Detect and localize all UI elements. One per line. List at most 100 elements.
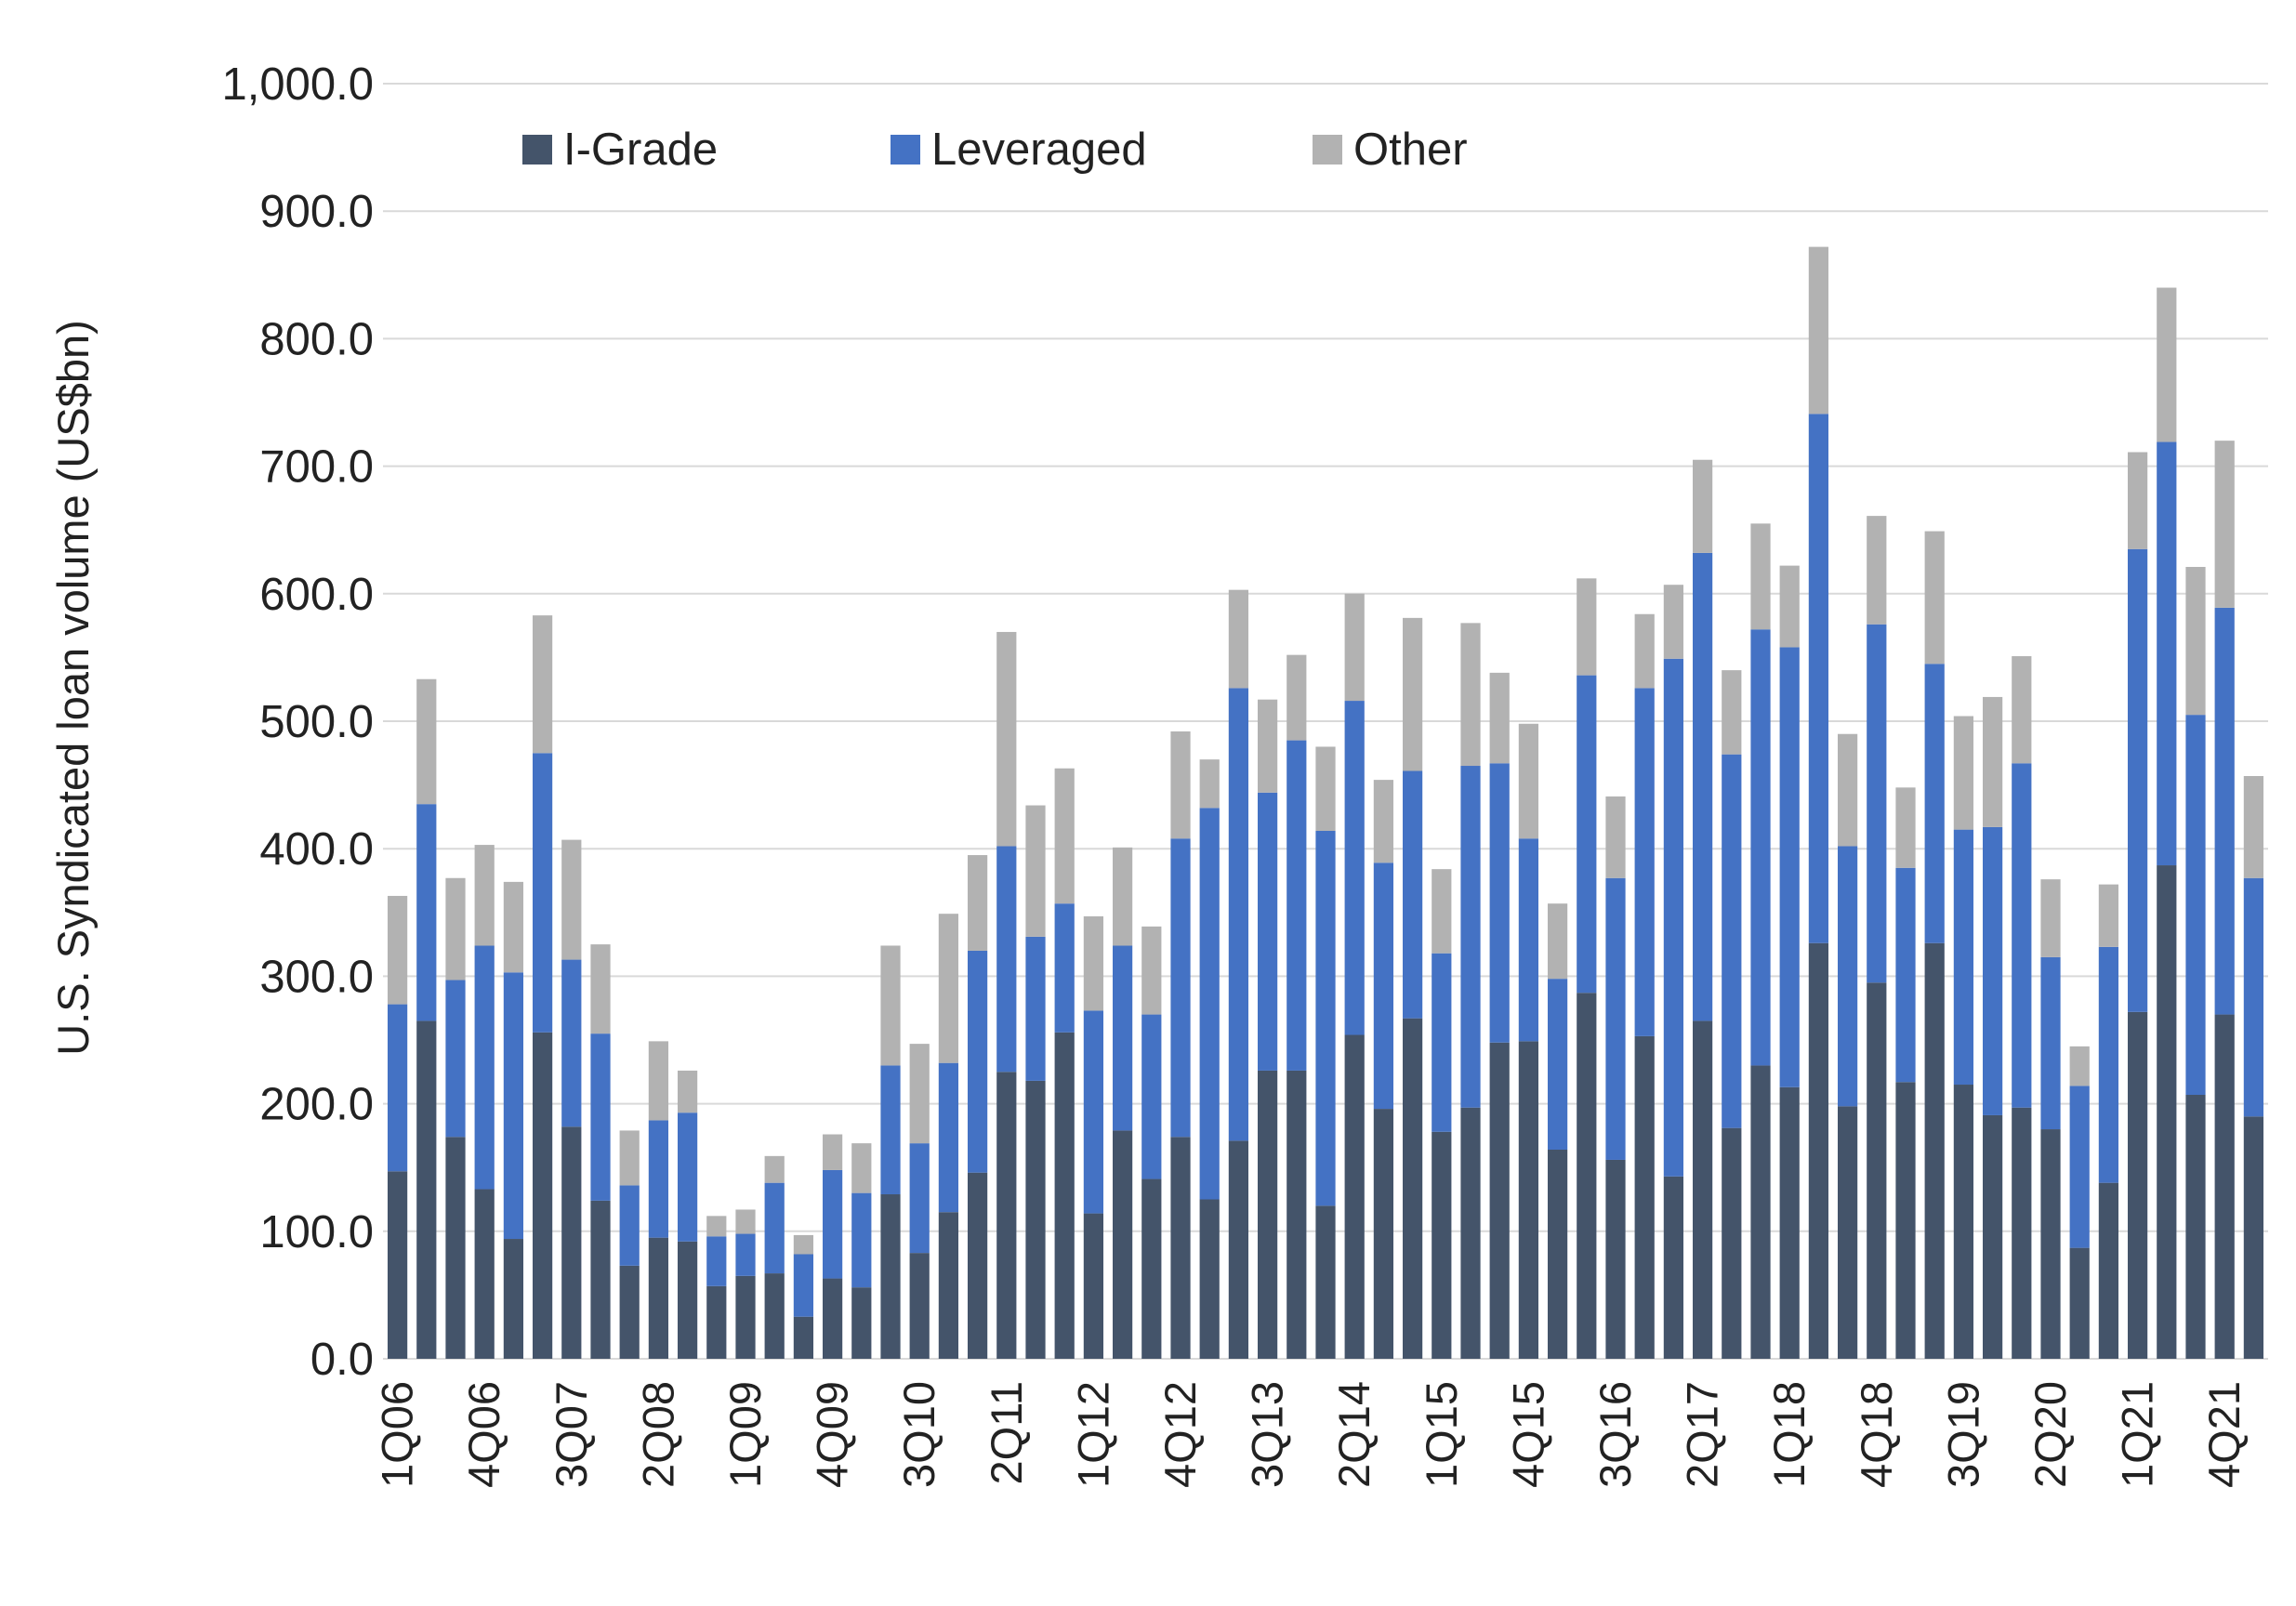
x-tick-label: 4Q18 (1852, 1381, 1901, 1488)
bar-segment-i-grade (619, 1265, 640, 1359)
bar-segment-i-grade (503, 1239, 524, 1359)
legend-swatch (891, 135, 920, 165)
bar-segment-other (1344, 593, 1365, 702)
bar-segment-leveraged (561, 959, 582, 1127)
bar-segment-other (1663, 585, 1684, 659)
bar-segment-leveraged (1432, 953, 1452, 1132)
x-tick-label: 3Q16 (1590, 1381, 1640, 1488)
bar-segment-i-grade (1518, 1041, 1539, 1359)
bar-segment-other (1808, 246, 1829, 415)
bar-segment-other (822, 1134, 843, 1170)
bar-segment-i-grade (387, 1171, 408, 1359)
bar-segment-leveraged (677, 1112, 698, 1242)
bar-segment-leveraged (2185, 715, 2206, 1095)
y-tick-label: 800.0 (259, 314, 374, 364)
bar-segment-leveraged (2069, 1086, 2090, 1248)
bar-segment-other (909, 1044, 930, 1144)
bar-segment-i-grade (2157, 865, 2177, 1359)
bar-segment-i-grade (1663, 1176, 1684, 1359)
bar-segment-i-grade (1170, 1137, 1191, 1359)
bar-segment-i-grade (648, 1237, 669, 1359)
bar-segment-other (1837, 733, 1858, 847)
bar-segment-leveraged (909, 1143, 930, 1254)
x-tick-label: 1Q09 (720, 1381, 770, 1488)
bar-segment-i-grade (1344, 1034, 1365, 1359)
bar-segment-i-grade (880, 1194, 901, 1359)
bar-segment-leveraged (1982, 826, 2003, 1115)
bar-segment-leveraged (1779, 647, 1800, 1087)
bar-segment-other (1112, 847, 1133, 946)
bar-segment-i-grade (1460, 1107, 1481, 1359)
bar-segment-leveraged (1315, 830, 1336, 1206)
bar-segment-leveraged (851, 1192, 872, 1288)
bar-segment-leveraged (503, 972, 524, 1240)
bar-segment-leveraged (996, 846, 1017, 1073)
bar-segment-i-grade (1779, 1086, 1800, 1359)
bar-segment-leveraged (1025, 936, 1046, 1081)
bar-segment-leveraged (648, 1120, 669, 1238)
bar-segment-leveraged (1257, 792, 1278, 1071)
bar-segment-i-grade (445, 1137, 466, 1359)
bar-segment-i-grade (938, 1212, 959, 1359)
bar-segment-i-grade (1867, 982, 1887, 1359)
bar-segment-other (1953, 716, 1974, 830)
bar-segment-other (1895, 787, 1916, 868)
bar-segment-other (1373, 780, 1394, 863)
bar-segment-other (1287, 654, 1307, 741)
y-axis-title: U.S. Syndicated loan volume (US$bn) (48, 320, 98, 1056)
bar-segment-leveraged (1518, 838, 1539, 1042)
bar-segment-leveraged (2157, 441, 2177, 866)
bar-segment-i-grade (1722, 1127, 1742, 1359)
bar-segment-other (764, 1155, 785, 1183)
x-tick-label: 1Q15 (1417, 1381, 1466, 1488)
bar-segment-leveraged (1895, 867, 1916, 1083)
bar-segment-other (648, 1041, 669, 1121)
bar-segment-other (532, 615, 553, 754)
y-tick-label: 400.0 (259, 824, 374, 875)
bar-segment-i-grade (851, 1287, 872, 1359)
bar-segment-leveraged (1547, 979, 1568, 1150)
bar-segment-other (1982, 696, 2003, 827)
bar-segment-i-grade (2127, 1011, 2148, 1359)
bar-segment-other (1750, 523, 1771, 630)
bar-segment-leveraged (1170, 838, 1191, 1138)
bar-segment-leveraged (1837, 846, 1858, 1107)
bar-segment-other (1634, 613, 1655, 689)
x-tick-label: 2Q11 (982, 1381, 1031, 1485)
bar-segment-leveraged (1605, 877, 1626, 1160)
bar-segment-i-grade (1083, 1213, 1104, 1359)
bar-segment-i-grade (2012, 1107, 2032, 1359)
bar-segment-other (996, 631, 1017, 847)
legend-label: I-Grade (563, 125, 718, 175)
x-tick-label: 1Q21 (2113, 1381, 2162, 1488)
bar-segment-leveraged (1722, 754, 1742, 1128)
bar-segment-other (1402, 617, 1423, 771)
bar-segment-i-grade (532, 1032, 553, 1359)
x-tick-label: 1Q12 (1068, 1381, 1117, 1488)
x-tick-label: 4Q21 (2199, 1381, 2249, 1488)
bar-segment-other (1460, 623, 1481, 767)
bar-segment-other (416, 678, 437, 805)
bar-segment-other (474, 845, 495, 946)
bar-segment-i-grade (1982, 1114, 2003, 1359)
bar-segment-i-grade (1432, 1131, 1452, 1359)
bar-segment-leveraged (2127, 548, 2148, 1012)
bar-segment-i-grade (1112, 1130, 1133, 1359)
bar-segment-leveraged (1489, 763, 1510, 1043)
bar-segment-other (1924, 531, 1945, 665)
legend-label: Other (1353, 125, 1468, 175)
legend: I-Grade Leveraged Other (522, 125, 1468, 175)
x-tick-label: 2Q17 (1678, 1381, 1727, 1488)
bar-segment-leveraged (1953, 829, 1974, 1086)
bars (387, 246, 2264, 1359)
bar-segment-i-grade (1837, 1106, 1858, 1359)
bar-segment-other (2243, 775, 2264, 878)
bar-segment-other (2185, 566, 2206, 716)
bar-segment-other (387, 895, 408, 1005)
bar-segment-i-grade (909, 1253, 930, 1359)
bar-segment-i-grade (1489, 1042, 1510, 1359)
bar-segment-i-grade (2040, 1129, 2061, 1359)
legend-swatch (1313, 135, 1342, 165)
x-tick-label: 3Q13 (1243, 1381, 1292, 1488)
